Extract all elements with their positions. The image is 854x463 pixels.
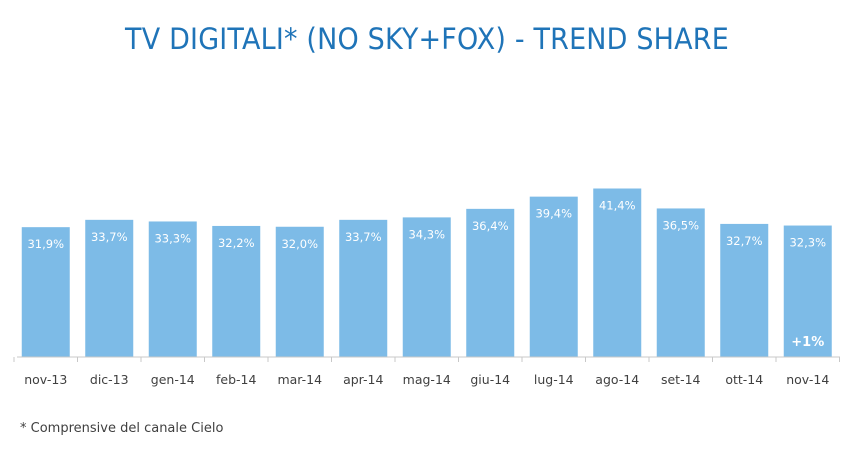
- bar-lug-14: [529, 196, 578, 357]
- bar-giu-14: [466, 208, 515, 357]
- x-tick-label-ago-14: ago-14: [595, 372, 639, 387]
- bar-feb-14: [212, 225, 261, 357]
- data-label-giu-14: 36,4%: [472, 219, 509, 233]
- bar-set-14: [656, 208, 705, 357]
- footnote: * Comprensive del canale Cielo: [20, 421, 224, 436]
- x-tick-label-mar-14: mar-14: [277, 372, 322, 387]
- bar-dic-13: [85, 219, 134, 357]
- data-label-apr-14: 33,7%: [345, 230, 382, 244]
- bar-ott-14: [720, 223, 769, 357]
- data-label-nov-14: 32,3%: [789, 236, 826, 250]
- data-label-ott-14: 32,7%: [726, 234, 763, 248]
- x-tick-label-giu-14: giu-14: [470, 372, 510, 387]
- x-tick-label-feb-14: feb-14: [216, 372, 256, 387]
- x-tick-label-mag-14: mag-14: [403, 372, 451, 387]
- data-label-set-14: 36,5%: [662, 218, 699, 232]
- annotation-nov-14: +1%: [791, 335, 824, 350]
- annotations-layer: +1%: [791, 335, 824, 350]
- x-tick-label-nov-14: nov-14: [786, 372, 829, 387]
- x-tick-label-gen-14: gen-14: [151, 372, 195, 387]
- x-tick-label-set-14: set-14: [661, 372, 701, 387]
- data-label-mar-14: 32,0%: [281, 237, 318, 251]
- x-tick-label-ott-14: ott-14: [725, 372, 763, 387]
- bar-mag-14: [402, 217, 451, 357]
- data-label-nov-13: 31,9%: [27, 237, 64, 251]
- data-label-lug-14: 39,4%: [535, 207, 572, 221]
- x-tick-label-lug-14: lug-14: [534, 372, 574, 387]
- x-ticks-layer: nov-13 dic-13 gen-14 feb-14 mar-14 apr-14 mag-…: [13, 357, 840, 387]
- x-tick-label-dic-13: dic-13: [90, 372, 129, 387]
- bar-gen-14: [148, 221, 197, 357]
- bar-nov-14: [783, 225, 832, 357]
- bar-nov-13: [21, 227, 70, 357]
- data-label-dic-13: 33,7%: [91, 230, 128, 244]
- data-label-ago-14: 41,4%: [599, 199, 636, 213]
- chart-title: TV DIGITALI* (NO SKY+FOX) - TREND SHARE: [125, 22, 729, 56]
- bar-ago-14: [593, 188, 642, 357]
- data-label-feb-14: 32,2%: [218, 236, 255, 250]
- data-label-gen-14: 33,3%: [154, 231, 191, 245]
- bar-mar-14: [275, 226, 324, 357]
- x-tick-label-apr-14: apr-14: [343, 372, 383, 387]
- data-label-mag-14: 34,3%: [408, 227, 445, 241]
- bars-layer: [21, 188, 832, 357]
- x-tick-label-nov-13: nov-13: [24, 372, 67, 387]
- bar-apr-14: [339, 219, 388, 357]
- data-labels-layer: 31,9% 33,7% 33,3% 32,2% 32,0% 33,7% 34,3% 36,4%…: [27, 199, 826, 252]
